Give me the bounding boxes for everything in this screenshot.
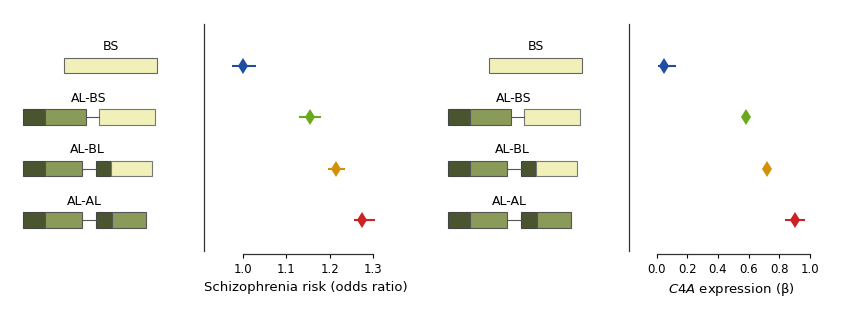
Bar <box>489 58 582 73</box>
Bar <box>536 161 576 176</box>
Text: AL-BL: AL-BL <box>495 143 530 156</box>
Bar <box>99 110 156 125</box>
Bar <box>520 212 537 228</box>
Bar <box>95 161 110 176</box>
Bar <box>470 161 507 176</box>
Text: AL-BL: AL-BL <box>70 143 105 156</box>
Bar <box>112 212 146 228</box>
X-axis label: $\mathit{C4A}$ expression (β): $\mathit{C4A}$ expression (β) <box>667 281 795 298</box>
Bar <box>45 161 82 176</box>
Bar <box>470 212 507 228</box>
Bar <box>470 110 511 125</box>
Text: AL-AL: AL-AL <box>67 195 102 208</box>
Text: AL-BS: AL-BS <box>496 92 532 105</box>
Text: BS: BS <box>527 40 544 53</box>
Bar <box>23 161 45 176</box>
Bar <box>537 212 571 228</box>
Bar <box>520 161 536 176</box>
Bar <box>64 58 157 73</box>
Bar <box>95 212 112 228</box>
X-axis label: Schizophrenia risk (odds ratio): Schizophrenia risk (odds ratio) <box>204 281 408 294</box>
Bar <box>23 110 45 125</box>
Bar <box>45 212 82 228</box>
Bar <box>110 161 151 176</box>
Bar <box>45 110 86 125</box>
Bar <box>23 212 45 228</box>
Text: AL-AL: AL-AL <box>492 195 527 208</box>
Text: BS: BS <box>102 40 119 53</box>
Bar <box>448 110 470 125</box>
Bar <box>448 212 470 228</box>
Text: AL-BS: AL-BS <box>71 92 107 105</box>
Bar <box>448 161 470 176</box>
Bar <box>524 110 581 125</box>
